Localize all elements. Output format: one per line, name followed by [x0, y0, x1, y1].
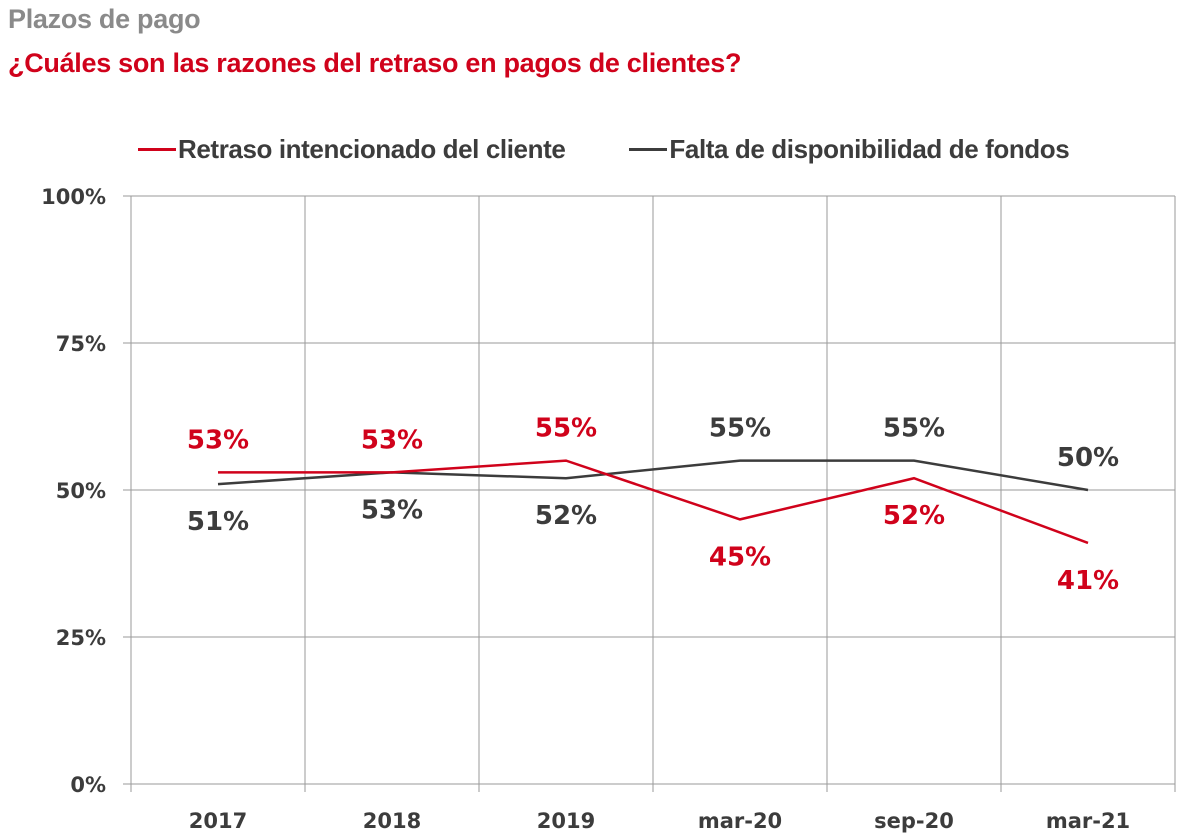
legend-item-falta: Falta de disponibilidad de fondos	[629, 134, 1070, 165]
data-label-falta: 53%	[361, 495, 423, 525]
x-tick-label: 2019	[537, 809, 595, 833]
chart-title: ¿Cuáles son las razones del retraso en p…	[8, 48, 742, 78]
x-tick-label: mar-20	[698, 809, 782, 833]
x-tick-label: sep-20	[874, 809, 954, 833]
series-lines	[217, 459, 1089, 545]
data-labels: 53% 53% 55% 45% 52% 41% 51% 53% 52% 55% 55% 50%	[187, 414, 1119, 596]
series-line-falta	[217, 459, 1089, 492]
y-tick-label: 75%	[56, 332, 106, 356]
legend-swatch-falta	[629, 148, 668, 151]
series-line-retraso	[218, 459, 1089, 545]
data-label-retraso: 55%	[535, 414, 597, 444]
data-label-retraso: 52%	[883, 501, 945, 531]
legend-item-retraso: Retraso intencionado del cliente	[138, 134, 566, 165]
y-tick-label: 0%	[70, 773, 106, 797]
data-label-retraso: 45%	[709, 542, 771, 572]
data-label-falta: 55%	[709, 414, 771, 444]
y-tick-label: 100%	[41, 185, 106, 209]
data-label-falta: 50%	[1057, 443, 1119, 473]
data-label-falta: 51%	[187, 507, 249, 537]
y-tick-label: 25%	[56, 626, 106, 650]
x-axis: 2017 2018 2019 mar-20 sep-20 mar-21	[189, 809, 1130, 833]
x-tick-label: 2017	[189, 809, 247, 833]
y-tick-label: 50%	[56, 479, 106, 503]
chart-subtitle: Plazos de pago	[8, 4, 201, 34]
x-tick-label: 2018	[363, 809, 421, 833]
legend: Retraso intencionado del cliente Falta d…	[138, 134, 1070, 165]
data-label-retraso: 53%	[187, 425, 249, 455]
data-label-retraso: 41%	[1057, 566, 1119, 596]
grid	[123, 195, 1176, 792]
legend-label-retraso: Retraso intencionado del cliente	[178, 134, 566, 164]
legend-swatch-retraso	[138, 148, 176, 151]
data-label-retraso: 53%	[361, 425, 423, 455]
data-label-falta: 55%	[883, 414, 945, 444]
x-tick-label: mar-21	[1046, 809, 1130, 833]
data-label-falta: 52%	[535, 501, 597, 531]
y-axis: 0% 25% 50% 75% 100%	[41, 185, 106, 797]
legend-label-falta: Falta de disponibilidad de fondos	[669, 134, 1070, 164]
